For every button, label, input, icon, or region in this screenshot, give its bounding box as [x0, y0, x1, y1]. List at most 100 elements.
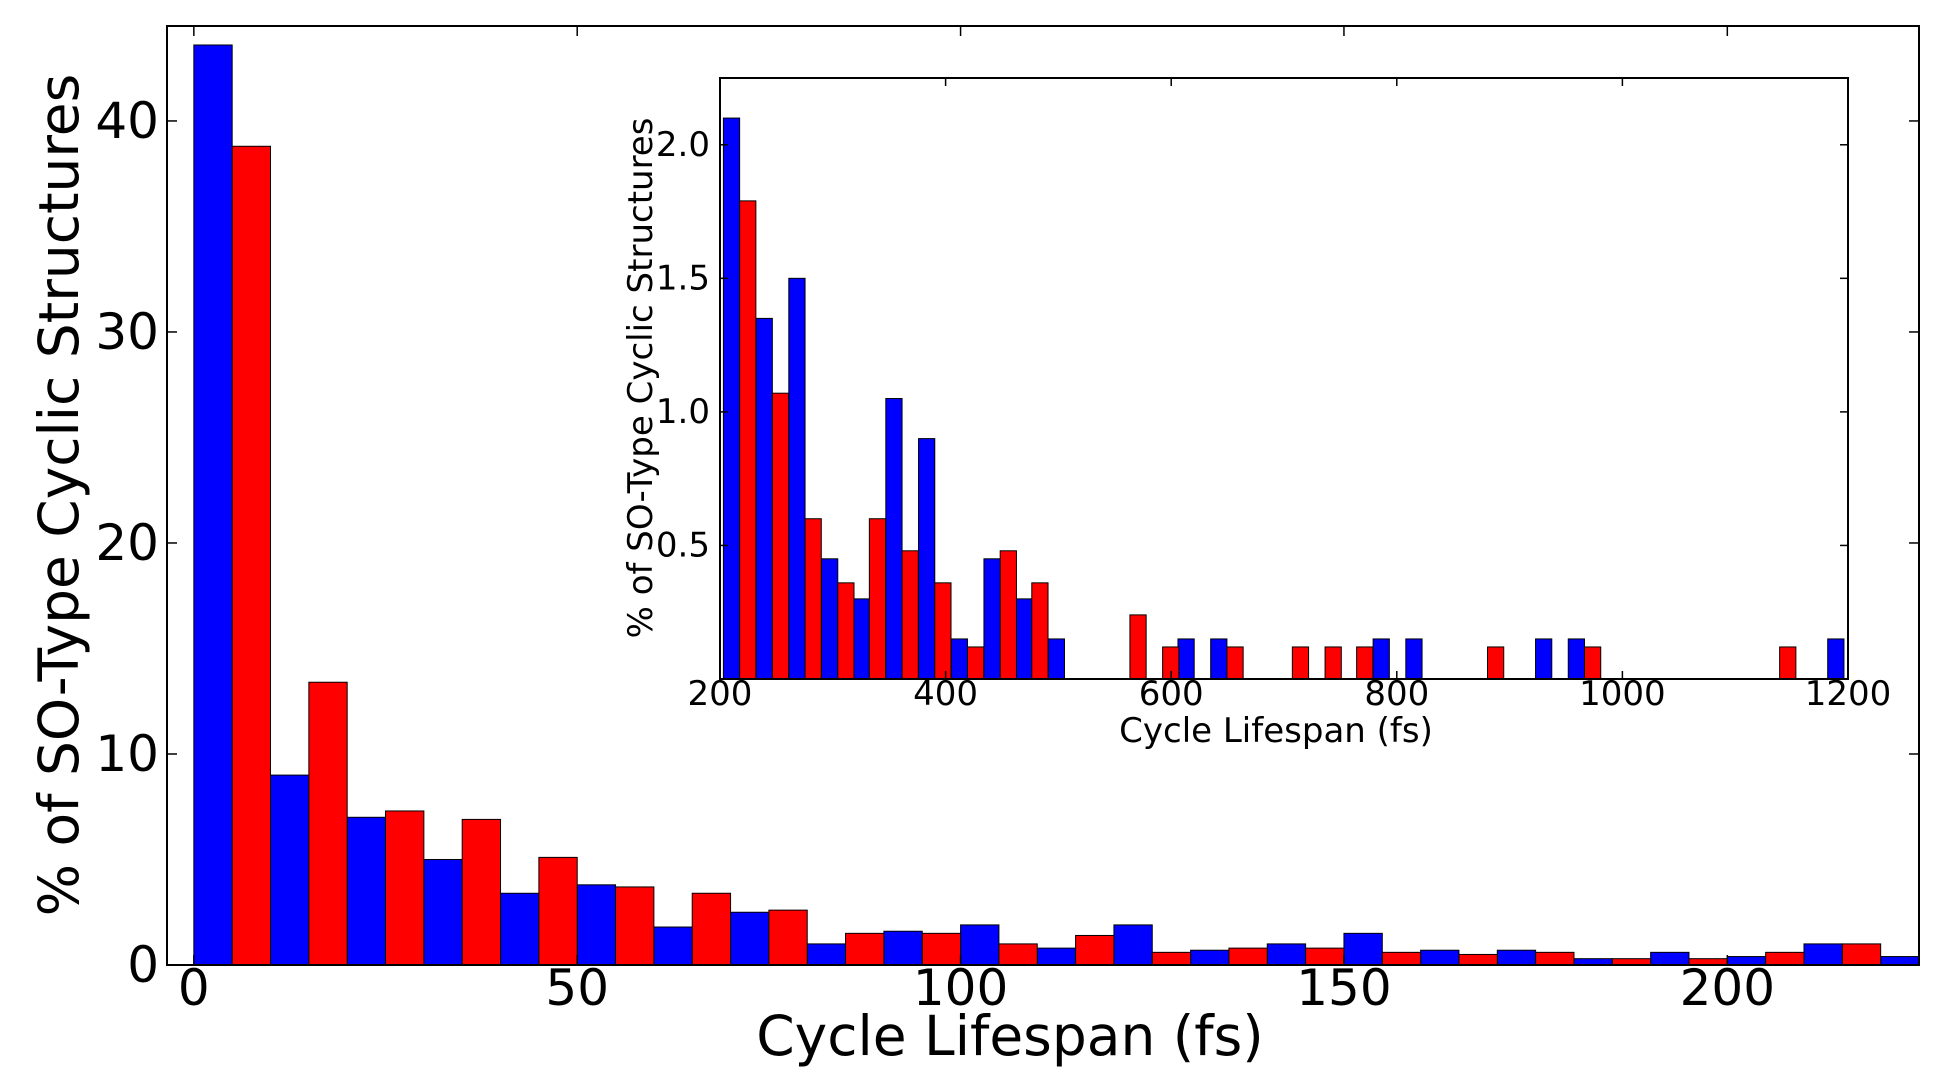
inset-bar-series-2-bin-18 — [1324, 646, 1342, 680]
main-y-tick-label: 0 — [127, 936, 159, 994]
inset-y-tick-label: 1.0 — [656, 392, 710, 432]
inset-y-axis-label: % of SO-Type Cyclic Structures — [621, 118, 661, 639]
inset-bar-series-2-bin-17 — [1291, 646, 1310, 680]
inset-bar-series-2-bin-4 — [868, 518, 887, 680]
main-bar-series-1-bin-17 — [1496, 949, 1537, 966]
inset-bar-series-2-bin-6 — [934, 582, 952, 680]
main-bar-series-1-bin-4 — [500, 892, 540, 966]
inset-x-tick-label: 1200 — [1805, 674, 1892, 714]
inset-x-tick-label: 1000 — [1579, 674, 1666, 714]
main-x-tick-label: 100 — [913, 959, 1008, 1017]
inset-plot: 200 400 600 800 1000 1200 0.5 1.0 1.5 2.0 Cycle L… — [621, 77, 1891, 751]
inset-plot-axes: 200 400 600 800 1000 1200 0.5 1.0 1.5 2.0 — [656, 78, 1891, 714]
inset-y-tick-label: 1.5 — [656, 258, 710, 298]
main-bar-series-2-bin-1 — [308, 681, 348, 966]
main-bar-series-2-bin-6 — [691, 892, 732, 966]
inset-bar-series-1-bin-1 — [755, 317, 773, 680]
inset-bar-series-2-bin-8 — [999, 550, 1017, 680]
inset-bar-series-1-bin-15 — [1210, 638, 1228, 680]
main-bar-series-2-bin-4 — [538, 856, 578, 966]
main-bar-series-1-bin-2 — [346, 816, 387, 966]
inset-bar-series-1-bin-4 — [852, 598, 870, 680]
inset-x-tick-label: 200 — [688, 674, 753, 714]
main-bar-series-2-bin-21 — [1841, 943, 1882, 966]
main-plot-frame — [166, 25, 1920, 966]
main-bar-series-1-bin-10 — [960, 924, 1000, 966]
inset-x-tick-label: 600 — [1139, 674, 1204, 714]
main-bar-series-1-bin-13 — [1190, 949, 1230, 966]
inset-bar-series-1-bin-3 — [821, 558, 839, 680]
inset-bar-series-1-bin-25 — [1535, 638, 1553, 680]
main-x-tick-label: 0 — [178, 959, 210, 1017]
main-plot-bars — [193, 44, 1920, 966]
main-bar-series-2-bin-5 — [615, 886, 655, 966]
main-bar-series-1-bin-3 — [423, 858, 463, 966]
main-bar-series-1-bin-22 — [1880, 956, 1920, 966]
inset-bar-series-2-bin-2 — [804, 518, 822, 680]
main-y-tick-label: 10 — [95, 725, 159, 783]
main-bar-series-2-bin-3 — [461, 818, 502, 966]
inset-bar-series-1-bin-2 — [788, 277, 806, 680]
main-bar-series-2-bin-12 — [1151, 951, 1192, 966]
main-bar-series-1-bin-12 — [1113, 924, 1153, 966]
inset-bar-series-1-bin-8 — [983, 558, 1001, 680]
inset-plot-frame — [719, 77, 1849, 680]
inset-bar-series-1-bin-5 — [885, 398, 903, 680]
inset-x-tick-label: 800 — [1364, 674, 1429, 714]
main-bar-series-2-bin-17 — [1535, 951, 1575, 966]
inset-bar-series-1-bin-7 — [950, 638, 968, 680]
main-bar-series-2-bin-11 — [1075, 934, 1115, 966]
main-bar-series-2-bin-0 — [231, 145, 272, 966]
main-y-tick-label: 30 — [95, 303, 159, 361]
inset-bar-series-1-bin-20 — [1372, 638, 1390, 680]
main-bar-series-2-bin-16 — [1458, 953, 1498, 966]
main-bar-series-1-bin-1 — [270, 774, 310, 966]
inset-y-tick-label: 2.0 — [656, 125, 710, 165]
inset-bar-series-2-bin-9 — [1031, 582, 1049, 680]
main-bar-series-1-bin-0 — [193, 44, 233, 966]
main-bar-series-1-bin-8 — [806, 943, 847, 966]
main-x-axis-label: Cycle Lifespan (fs) — [756, 1004, 1263, 1068]
main-bar-series-2-bin-13 — [1228, 947, 1268, 966]
main-bar-series-1-bin-11 — [1036, 947, 1077, 966]
main-bar-series-1-bin-16 — [1420, 949, 1460, 966]
inset-bar-series-1-bin-21 — [1405, 638, 1423, 680]
main-y-tick-label: 40 — [95, 92, 159, 150]
inset-bar-series-1-bin-6 — [918, 438, 936, 680]
inset-bar-series-2-bin-12 — [1129, 614, 1147, 680]
main-plot-axes: 0 50 100 150 200 0 10 20 30 40 — [95, 26, 1919, 1017]
main-x-tick-label: 200 — [1680, 959, 1775, 1017]
main-bar-series-1-bin-7 — [730, 911, 770, 966]
inset-plot-bars — [722, 117, 1845, 680]
inset-x-axis-label: Cycle Lifespan (fs) — [1119, 711, 1433, 751]
main-y-axis-label: % of SO-Type Cyclic Structures — [27, 74, 91, 917]
inset-bar-series-2-bin-15 — [1226, 646, 1244, 680]
inset-bar-series-2-bin-5 — [901, 550, 919, 680]
main-x-tick-label: 150 — [1296, 959, 1391, 1017]
inset-bar-series-2-bin-32 — [1779, 646, 1797, 680]
inset-bar-series-1-bin-10 — [1047, 638, 1065, 680]
inset-bar-series-1-bin-0 — [722, 117, 741, 680]
inset-x-tick-label: 400 — [913, 674, 978, 714]
main-bar-series-1-bin-15 — [1343, 932, 1383, 966]
main-bar-series-1-bin-21 — [1803, 943, 1843, 966]
inset-bar-series-2-bin-1 — [771, 392, 790, 680]
main-bar-series-2-bin-9 — [921, 932, 962, 966]
inset-bar-series-2-bin-3 — [837, 582, 855, 680]
main-bar-series-1-bin-6 — [653, 926, 693, 966]
main-bar-series-2-bin-7 — [768, 909, 808, 966]
inset-bar-series-2-bin-0 — [739, 200, 757, 680]
inset-bar-series-2-bin-23 — [1486, 646, 1505, 680]
main-bar-series-2-bin-8 — [845, 932, 885, 966]
main-y-tick-label: 20 — [95, 514, 159, 572]
inset-y-tick-label: 0.5 — [656, 525, 710, 565]
main-x-tick-label: 50 — [545, 959, 609, 1017]
main-bar-series-1-bin-5 — [576, 884, 617, 966]
inset-bar-series-1-bin-26 — [1567, 638, 1586, 680]
main-bar-series-2-bin-2 — [385, 810, 425, 966]
inset-bar-series-1-bin-9 — [1015, 598, 1033, 680]
inset-bar-series-1-bin-14 — [1177, 638, 1195, 680]
inset-bar-series-1-bin-34 — [1827, 638, 1845, 680]
